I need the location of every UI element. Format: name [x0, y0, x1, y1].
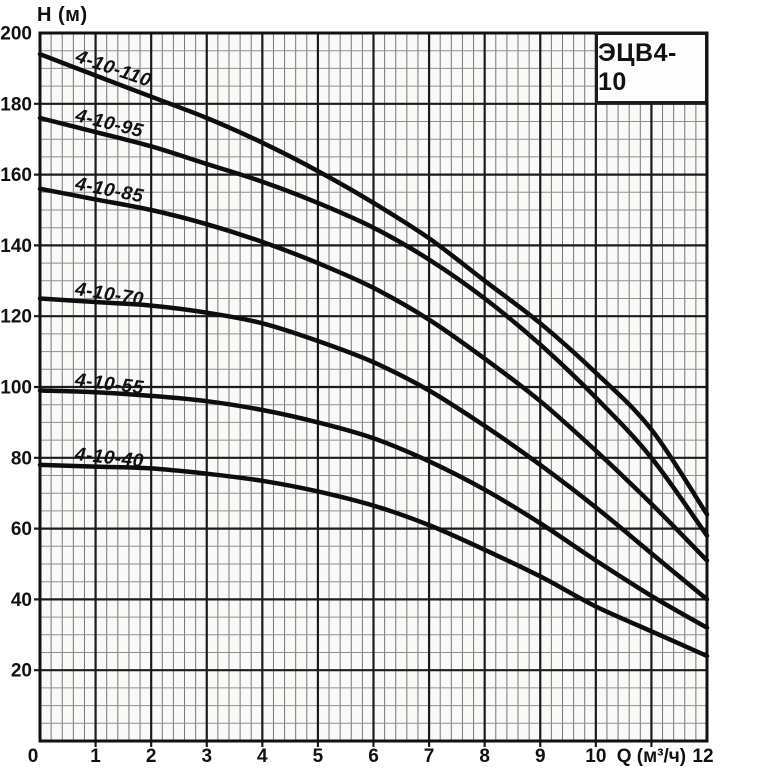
pump-model-title-box: ЭЦВ4-10	[596, 33, 707, 103]
x-tick-label: 1	[90, 746, 101, 767]
x-tick-label: 9	[535, 746, 546, 767]
y-tick-label: 60	[11, 519, 32, 540]
curve-4-10-110	[37, 51, 710, 517]
y-tick-label: 120	[0, 307, 32, 328]
x-tick-label: 5	[313, 746, 324, 767]
x-tick-label: 6	[368, 746, 379, 767]
y-tick-label: 80	[11, 448, 32, 469]
x-tick-label: 12	[692, 746, 713, 767]
curve-4-10-70	[37, 296, 710, 602]
x-tick-label: 3	[201, 746, 212, 767]
x-tick-label: 10	[585, 746, 606, 767]
y-tick-label: 180	[0, 94, 32, 115]
x-tick-label: 2	[146, 746, 157, 767]
curve-4-10-95	[37, 115, 710, 538]
y-tick-label: 40	[11, 590, 32, 611]
y-tick-label: 20	[11, 661, 32, 682]
x-tick-label: 4	[257, 746, 268, 767]
y-tick-label: 160	[0, 165, 32, 186]
plot-border	[38, 31, 709, 743]
y-tick-label: 200	[0, 24, 32, 45]
curve-4-10-55	[37, 388, 710, 630]
y-tick-label: 140	[0, 236, 32, 257]
x-tick-label: 7	[424, 746, 435, 767]
x-tick-label: 8	[479, 746, 490, 767]
y-tick-label: 100	[0, 378, 32, 399]
y-axis-title: H (м)	[37, 4, 88, 26]
curve-4-10-40	[37, 462, 710, 659]
curve-4-10-85	[37, 186, 710, 563]
x-tick-label: Q (м³/ч)	[617, 746, 686, 767]
x-tick-label: 0	[28, 746, 39, 767]
